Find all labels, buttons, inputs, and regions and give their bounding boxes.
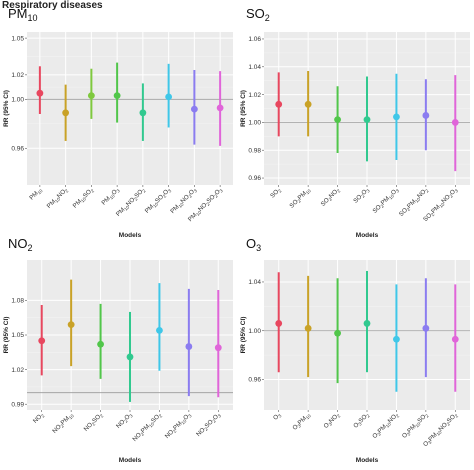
point-estimate	[451, 119, 459, 126]
panel-title: NO2	[8, 236, 33, 253]
plot-background	[27, 32, 233, 185]
x-tick-label: SO2PM10NO2	[398, 186, 430, 218]
y-tick-label: 0.96	[248, 175, 261, 182]
y-tick-label: 0.99	[11, 401, 24, 408]
point-estimate	[165, 93, 173, 101]
y-tick-label: 0.98	[248, 147, 261, 154]
x-tick-label: O3NO2	[323, 411, 342, 430]
x-tick-label: SO2PM10NO2O3	[422, 186, 459, 223]
x-tick-label: SO2PM10	[288, 186, 312, 210]
figure-title: Respiratory diseases	[2, 0, 103, 11]
x-tick-label: PM10SO2O3	[144, 186, 173, 215]
x-axis-label: Models	[119, 232, 142, 239]
panel-no2: NO2 0.99 1.02 1.05 1.08 NO2 NO2PM10 NO2SO2 NO2O3…	[3, 236, 233, 464]
y-tick-label: 1.00	[248, 328, 261, 335]
x-tick-label: NO2O3	[115, 411, 134, 430]
y-axis-label: RR (95% CI)	[240, 90, 247, 127]
x-axis-label: Models	[356, 232, 379, 239]
y-tick-label: 0.96	[248, 377, 261, 384]
point-estimate	[38, 337, 46, 345]
y-tick-label: 1.04	[248, 279, 261, 286]
point-estimate	[214, 344, 222, 352]
point-estimate	[304, 100, 312, 108]
x-tick-label: PM10NO2O3	[169, 186, 198, 215]
point-estimate	[36, 89, 44, 97]
point-estimate	[62, 109, 70, 117]
x-tick-label: O3SO2	[352, 411, 371, 430]
x-tick-label: PM10SO2	[72, 186, 96, 210]
y-tick-label: 1.02	[11, 72, 24, 79]
x-tick-label: O3PM10SO2	[401, 411, 430, 440]
point-estimate	[363, 320, 371, 327]
x-tick-label: PM10O3	[100, 186, 121, 207]
panel-title: SO2	[246, 6, 270, 23]
x-axis-label: Models	[119, 457, 142, 464]
x-tick-label: O3PM10NO2	[371, 411, 400, 440]
panel-o3: O30.961.001.04O3O3PM10O3NO2O3SO2O3PM10NO…	[240, 236, 470, 464]
point-estimate	[185, 343, 193, 350]
point-estimate	[275, 100, 283, 108]
panel-pm10: PM100.961.001.021.05PM10PM10NO2PM10SO2PM…	[3, 6, 233, 239]
x-tick-label: NO2PM10O3	[164, 411, 193, 440]
x-tick-label: PM10	[28, 186, 44, 202]
y-axis-label: RR (95% CI)	[3, 317, 10, 354]
x-tick-label: NO2PM10SO2	[131, 411, 163, 443]
x-tick-label: PM10NO2SO2	[115, 186, 147, 218]
y-tick-label: 1.05	[11, 35, 24, 42]
y-tick-label: 1.00	[248, 120, 261, 127]
x-tick-label: SO2PM10O3	[371, 186, 400, 215]
y-tick-label: 1.06	[248, 36, 261, 43]
y-axis-label: RR (95% CI)	[240, 317, 247, 354]
point-estimate	[139, 109, 147, 117]
y-tick-label: 1.00	[11, 97, 24, 104]
x-tick-label: SO2O3	[352, 186, 371, 205]
x-tick-label: O3PM10NO2SO2	[422, 411, 459, 448]
x-tick-label: PM10NO2SO2O3	[187, 186, 224, 223]
panel-so2: SO2 0.96 0.98 1.00 1.02 1.04 1.06 SO2 SO2PM10 SO2…	[240, 6, 470, 239]
point-estimate	[87, 92, 95, 100]
point-estimate	[393, 335, 400, 343]
x-tick-label: O3PM10	[291, 411, 312, 432]
x-tick-label: SO2	[269, 186, 283, 200]
point-estimate	[113, 92, 121, 100]
x-axis-label: Models	[356, 457, 379, 464]
point-estimate	[216, 104, 224, 112]
point-estimate	[393, 113, 400, 121]
x-tick-label: NO2SO2	[83, 411, 105, 433]
y-tick-label: 1.05	[11, 332, 24, 339]
point-estimate	[363, 116, 371, 124]
x-tick-label: NO2PM10	[51, 411, 75, 435]
x-tick-label: NO2	[32, 411, 46, 425]
y-tick-label: 0.96	[11, 145, 24, 152]
y-axis-label: RR (95% CI)	[3, 90, 10, 127]
x-tick-label: O3	[272, 411, 283, 422]
point-estimate	[275, 320, 283, 327]
point-estimate	[190, 105, 198, 113]
y-tick-label: 1.02	[11, 367, 24, 374]
point-estimate	[334, 116, 341, 124]
x-tick-label: SO2NO2	[320, 186, 342, 208]
x-tick-label: PM10NO2	[46, 186, 70, 210]
point-estimate	[334, 329, 341, 337]
point-estimate	[126, 353, 134, 361]
panel-title: O3	[246, 236, 261, 253]
y-tick-label: 1.02	[248, 92, 261, 99]
point-estimate	[156, 326, 163, 334]
x-tick-label: NO2SO2O3	[195, 411, 222, 438]
y-tick-label: 1.08	[11, 298, 24, 305]
y-tick-label: 1.04	[248, 64, 261, 71]
panel-title: PM10	[8, 6, 38, 23]
point-estimate	[67, 321, 75, 329]
point-estimate	[422, 112, 430, 119]
point-estimate	[97, 340, 104, 348]
point-estimate	[422, 324, 430, 332]
point-estimate	[451, 335, 459, 343]
point-estimate	[304, 324, 312, 332]
